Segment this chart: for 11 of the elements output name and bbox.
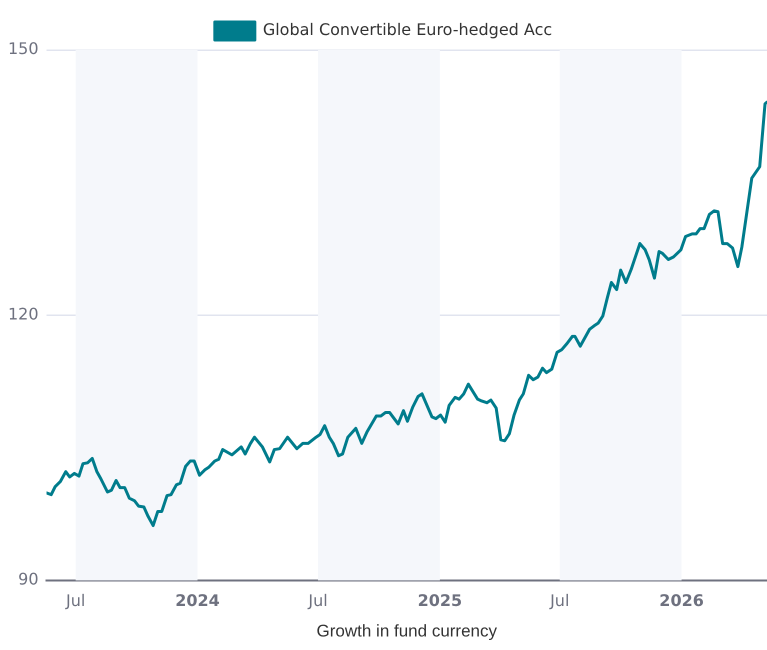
- x-tick-label: Jul: [65, 591, 86, 610]
- x-tick-label: 2026: [659, 591, 704, 610]
- y-tick-label: 120: [8, 304, 39, 324]
- x-tick-label: Jul: [307, 591, 328, 610]
- y-tick-label: 150: [8, 39, 39, 58]
- legend-label: Global Convertible Euro-hedged Acc: [262, 20, 552, 40]
- x-tick-label: 2025: [418, 591, 462, 610]
- x-tick-label: 2024: [175, 591, 220, 610]
- x-axis-title: Growth in fund currency: [316, 621, 498, 640]
- x-tick-label: Jul: [549, 591, 570, 610]
- y-tick-label: 90: [18, 570, 39, 589]
